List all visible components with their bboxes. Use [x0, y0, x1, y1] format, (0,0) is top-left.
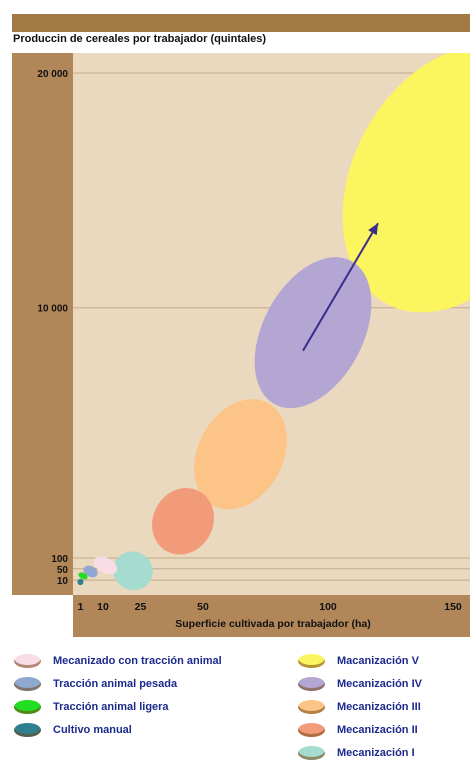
ellipse-mecanizado-con-traccion-animal	[93, 556, 118, 575]
legend-swatch	[298, 654, 325, 668]
arrow-shaft	[302, 222, 379, 352]
x-tick-label: 150	[444, 601, 462, 613]
legend-item: Macanización V	[298, 654, 419, 668]
legend-swatch	[298, 677, 325, 691]
x-tick-labels: 1 10 25 50 100 150	[78, 601, 462, 613]
legend-swatch	[298, 746, 325, 760]
top-banner	[12, 14, 470, 32]
ellipse-mecanizacion-iii	[194, 399, 287, 510]
y-tick-label: 100	[51, 554, 68, 565]
y-tick-label: 50	[57, 565, 69, 576]
legend-label: Mecanización IV	[337, 678, 422, 690]
y-tick-label: 20 000	[37, 69, 68, 80]
legend-label: Tracción animal ligera	[53, 701, 169, 713]
y-tick-label: 10	[57, 576, 69, 587]
x-axis-label: Superficie cultivada por trabajador (ha)	[175, 618, 370, 630]
legend-swatch	[298, 700, 325, 714]
ellipse-mecanizacion-ii	[152, 488, 214, 555]
legend-swatch	[298, 723, 325, 737]
ellipse-macanizacion-v	[342, 53, 470, 313]
legend-item: Tracción animal ligera	[14, 700, 169, 714]
ellipse-traccion-animal-pesada	[83, 565, 98, 578]
legend-swatch	[14, 677, 41, 691]
legend-item: Cultivo manual	[14, 723, 132, 737]
legend-item: Mecanización IV	[298, 677, 422, 691]
legend-label: Macanización V	[337, 655, 419, 667]
legend-label: Tracción animal pesada	[53, 678, 178, 690]
legend-label: Mecanización III	[337, 701, 421, 713]
chart-title: Produccin de cereales por trabajador (qu…	[13, 33, 267, 45]
ellipse-traccion-animal-ligera	[78, 572, 88, 580]
ellipse-mecanizacion-i	[113, 551, 153, 591]
legend-swatch	[14, 700, 41, 714]
legend-item: Mecanización I	[298, 746, 415, 760]
legend-label: Mecanización I	[337, 747, 415, 759]
legend-label: Mecanizado con tracción animal	[53, 655, 222, 667]
legend-swatch	[14, 654, 41, 668]
legend-label: Mecanización II	[337, 724, 418, 736]
legend-item: Mecanizado con tracción animal	[14, 654, 222, 668]
trend-arrow	[302, 222, 379, 352]
x-tick-label: 10	[97, 601, 109, 613]
bottom-axis-frame	[73, 595, 470, 637]
legend-label: Cultivo manual	[53, 724, 132, 736]
y-tick-label: 10 000	[37, 304, 68, 315]
x-tick-label: 100	[319, 601, 337, 613]
legend-item: Tracción animal pesada	[14, 677, 177, 691]
arrow-head	[368, 223, 378, 236]
legend-item: Mecanización II	[298, 723, 418, 737]
ellipse-cultivo-manual	[77, 578, 84, 586]
x-tick-label: 25	[135, 601, 147, 613]
x-tick-label: 50	[197, 601, 209, 613]
left-axis-frame	[12, 53, 73, 595]
x-tick-label: 1	[78, 601, 84, 613]
legend-item: Mecanización III	[298, 700, 421, 714]
legend-swatch	[14, 723, 41, 737]
legend: Mecanizado con tracción animal Tracción a…	[0, 648, 470, 766]
